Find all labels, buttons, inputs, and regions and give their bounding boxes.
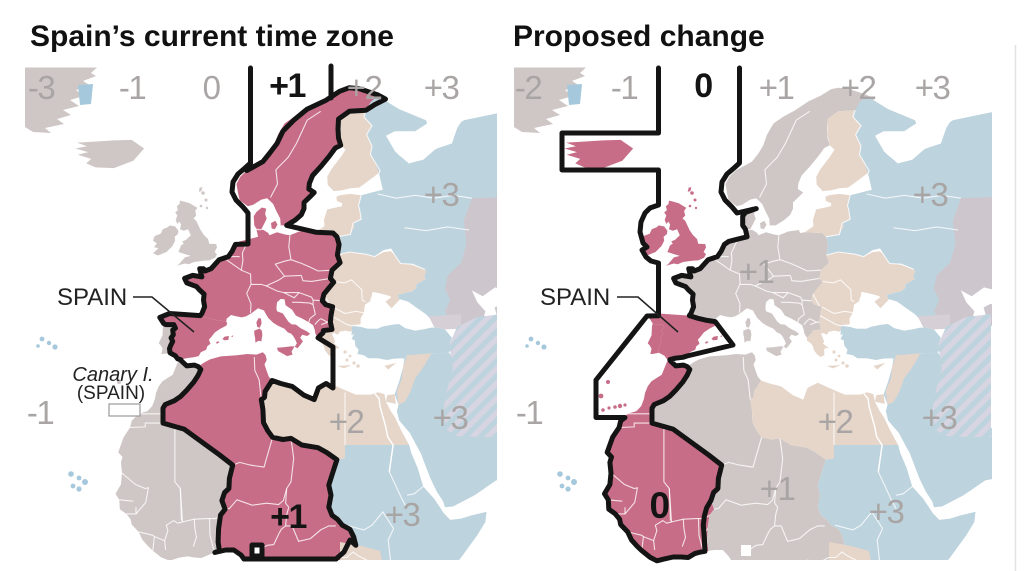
svg-text:0: 0 [694,67,712,105]
svg-text:(SPAIN): (SPAIN) [77,383,145,404]
svg-text:+3: +3 [385,496,420,533]
svg-text:+2: +2 [841,69,876,106]
svg-text:+1: +1 [739,253,774,290]
svg-text:+2: +2 [818,403,853,440]
svg-text:+1: +1 [269,67,305,105]
svg-text:-1: -1 [119,69,145,106]
svg-text:Spain’s current time zone: Spain’s current time zone [30,20,394,53]
svg-text:+3: +3 [433,399,468,436]
svg-text:-3: -3 [28,69,54,106]
svg-text:+2: +2 [347,69,382,106]
svg-text:+1: +1 [759,69,794,106]
svg-text:+1: +1 [270,498,306,536]
svg-text:+1: +1 [760,470,795,507]
svg-text:+3: +3 [922,399,957,436]
svg-text:-1: -1 [611,69,637,106]
svg-text:+3: +3 [424,69,459,106]
svg-text:-2: -2 [515,69,541,106]
svg-text:+3: +3 [913,176,948,213]
svg-text:SPAIN: SPAIN [540,284,610,311]
svg-text:0: 0 [203,69,221,106]
svg-text:-1: -1 [27,394,53,431]
svg-text:Canary I.: Canary I. [72,364,153,386]
svg-text:+3: +3 [869,493,904,530]
svg-text:-1: -1 [516,394,542,431]
svg-text:+3: +3 [915,69,950,106]
svg-text:Proposed change: Proposed change [513,20,765,53]
svg-text:0: 0 [649,485,669,526]
svg-text:SPAIN: SPAIN [57,284,127,311]
svg-text:+3: +3 [424,176,459,213]
svg-text:+2: +2 [329,403,364,440]
